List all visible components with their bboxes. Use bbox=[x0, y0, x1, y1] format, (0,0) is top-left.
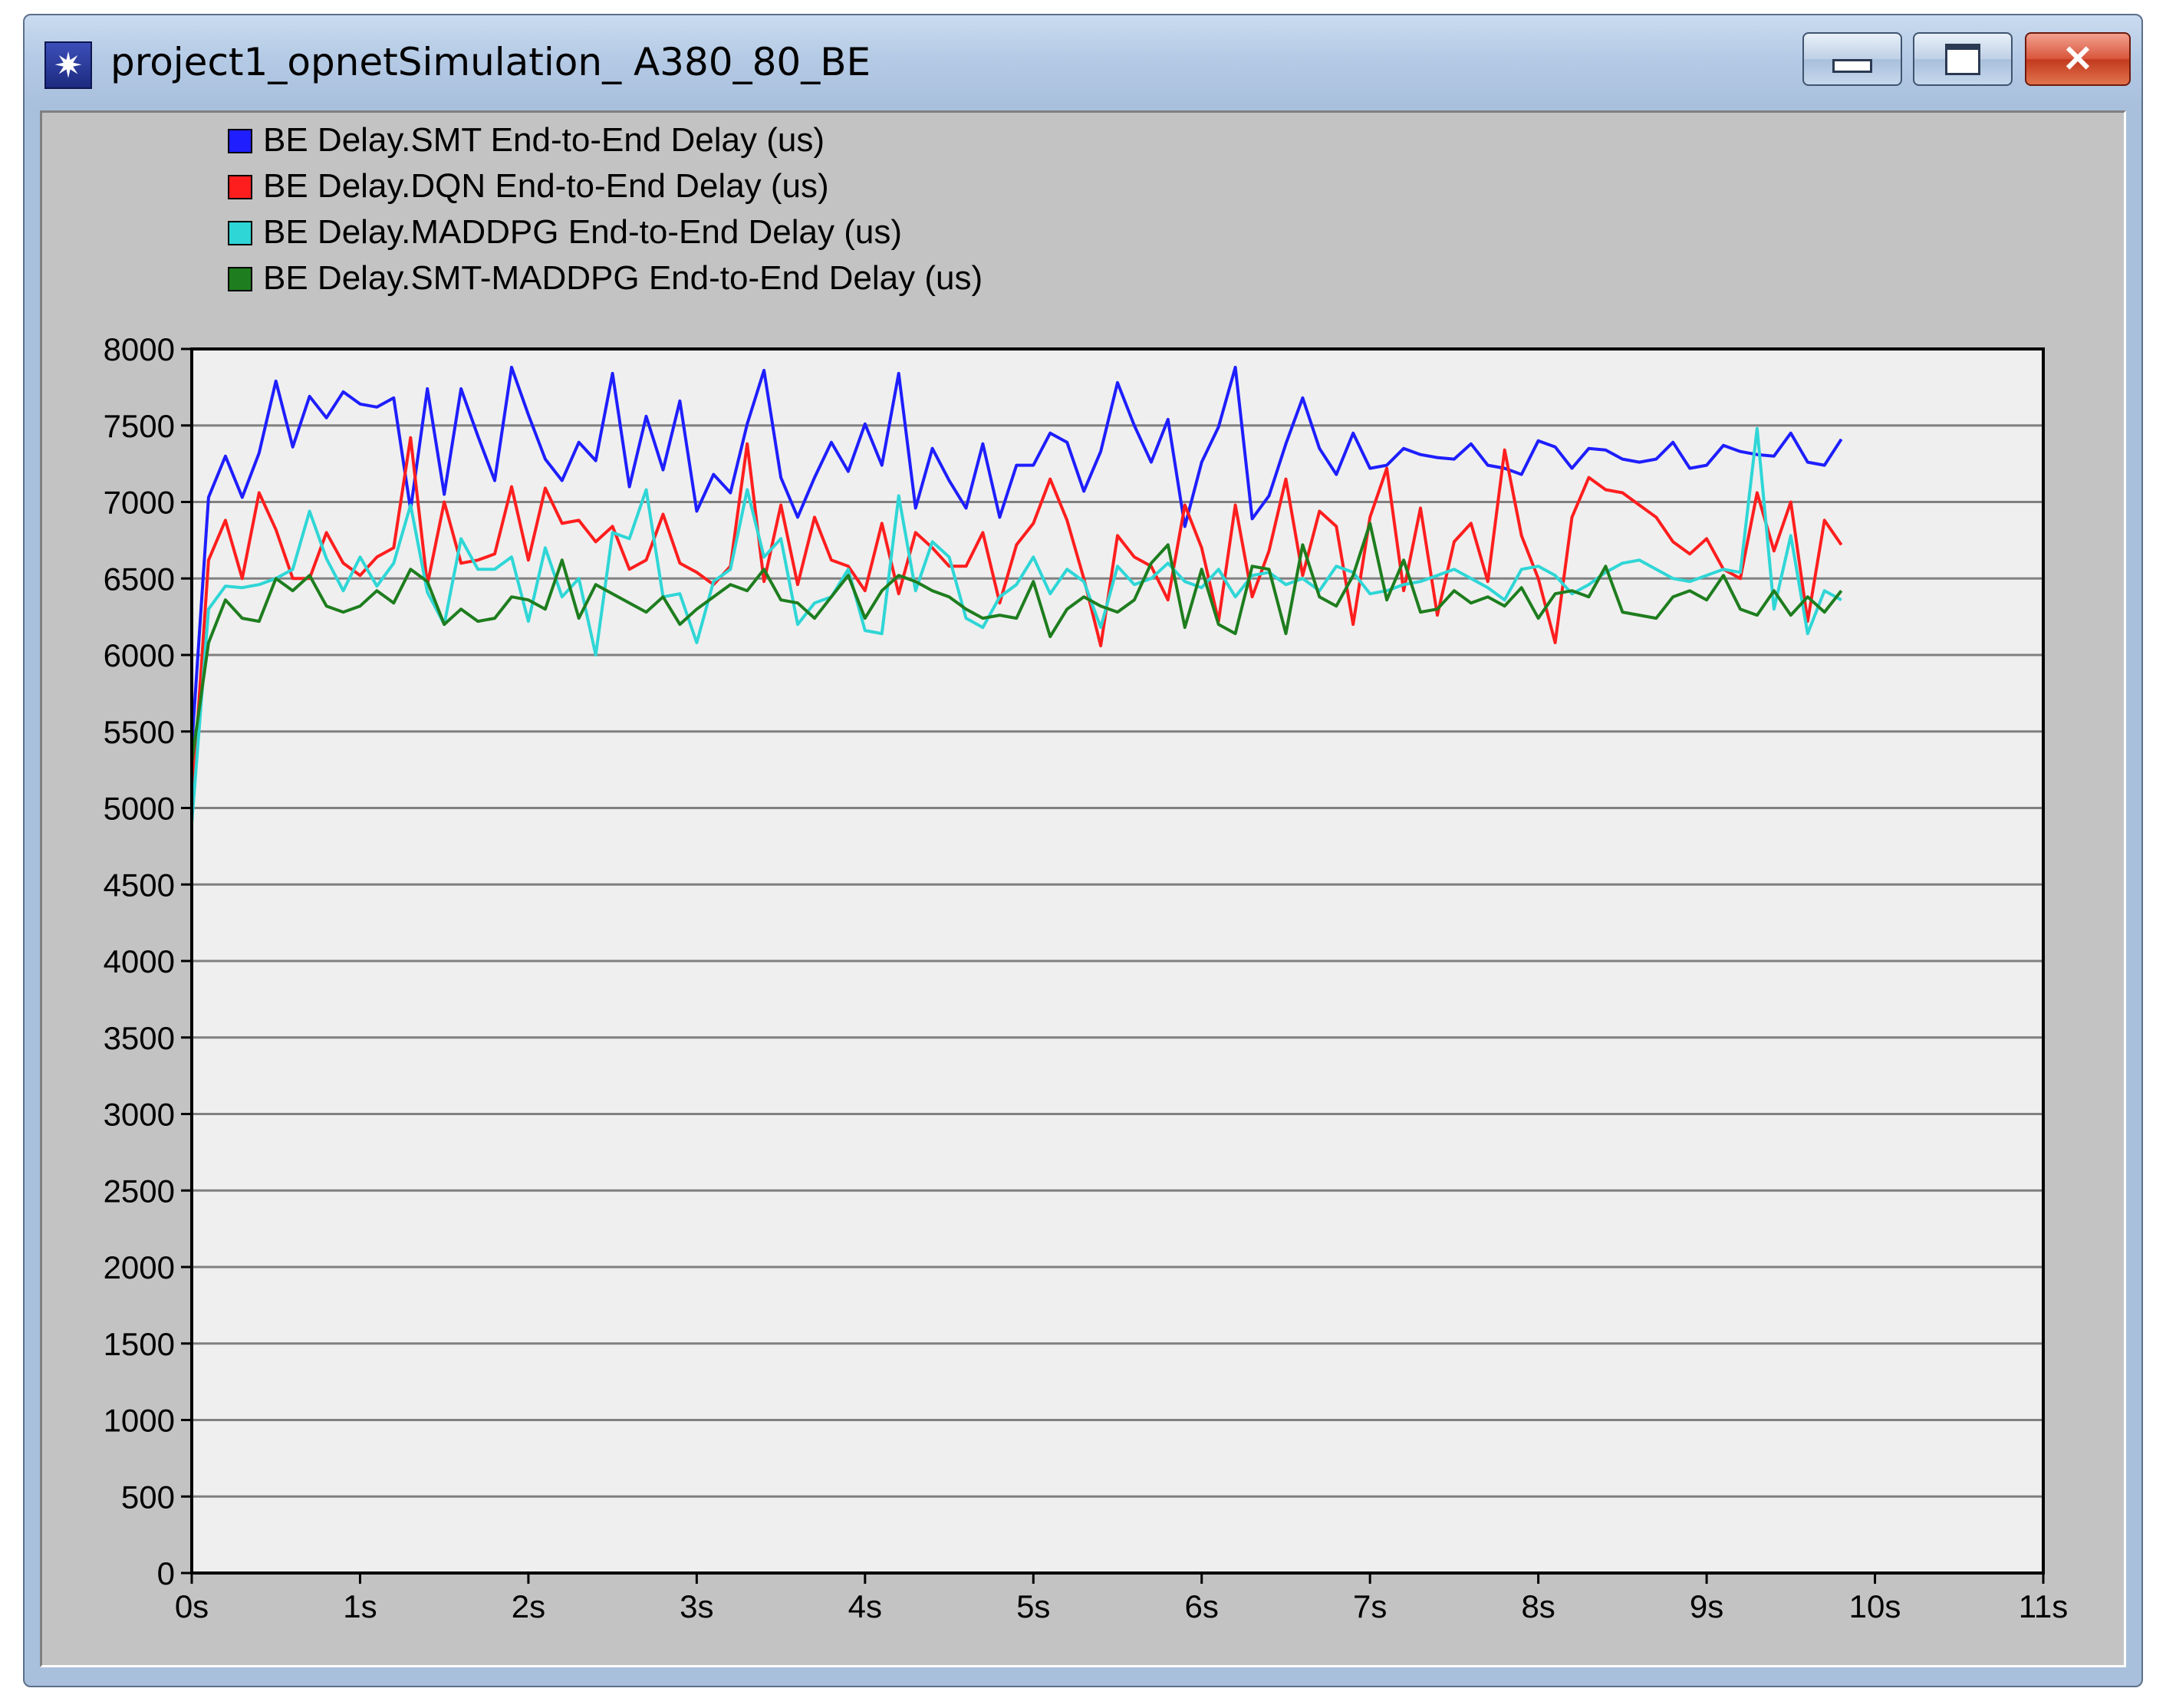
y-tick-label: 5500 bbox=[104, 714, 175, 750]
title-bar[interactable]: ✷ project1_opnetSimulation_ A380_80_BE ✕ bbox=[25, 15, 2141, 110]
close-button[interactable]: ✕ bbox=[2025, 32, 2131, 86]
restore-icon bbox=[1945, 43, 1980, 75]
y-tick-label: 6500 bbox=[104, 561, 175, 597]
y-tick-label: 0 bbox=[157, 1555, 175, 1591]
y-tick-label: 1000 bbox=[104, 1403, 175, 1439]
close-icon: ✕ bbox=[2062, 39, 2094, 80]
app-window: ✷ project1_opnetSimulation_ A380_80_BE ✕… bbox=[23, 14, 2143, 1687]
series-line bbox=[190, 436, 1843, 808]
x-tick-label: 11s bbox=[2019, 1588, 2069, 1624]
legend-swatch bbox=[228, 129, 252, 153]
legend-swatch bbox=[228, 221, 252, 245]
y-tick-label: 6000 bbox=[104, 637, 175, 673]
y-tick-label: 5000 bbox=[104, 791, 175, 827]
legend-label: BE Delay.MADDPG End-to-End Delay (us) bbox=[263, 213, 902, 251]
x-tick-label: 1s bbox=[343, 1588, 377, 1624]
legend-label: BE Delay.DQN End-to-End Delay (us) bbox=[263, 167, 829, 205]
y-axis-ticks: 0 500 1000 1500 2000 2500 3000 3500 4000 4500 5000… bbox=[104, 331, 192, 1591]
series-line bbox=[190, 522, 1843, 762]
x-tick-label: 7s bbox=[1353, 1588, 1387, 1624]
legend-swatch bbox=[228, 267, 252, 291]
x-tick-label: 5s bbox=[1016, 1588, 1050, 1624]
x-tick-label: 3s bbox=[680, 1588, 713, 1624]
legend-swatch bbox=[228, 175, 252, 199]
x-tick-label: 6s bbox=[1185, 1588, 1219, 1624]
y-tick-label: 7000 bbox=[104, 485, 175, 521]
series-line bbox=[190, 365, 1843, 747]
x-tick-label: 2s bbox=[512, 1588, 545, 1624]
y-tick-label: 8000 bbox=[104, 331, 175, 367]
y-tick-label: 2000 bbox=[104, 1249, 175, 1285]
y-tick-label: 1500 bbox=[104, 1326, 175, 1362]
gridlines bbox=[192, 424, 2043, 1498]
restore-button[interactable] bbox=[1913, 32, 2013, 86]
minimize-icon bbox=[1832, 59, 1872, 73]
chart-legend: BE Delay.SMT End-to-End Delay (us) BE Del… bbox=[228, 121, 983, 297]
minimize-button[interactable] bbox=[1802, 32, 1902, 86]
legend-label: BE Delay.SMT End-to-End Delay (us) bbox=[263, 121, 825, 159]
x-tick-label: 9s bbox=[1690, 1588, 1723, 1624]
x-axis-ticks: 0s 1s 2s 3s 4s 5s 6s 7s 8s 9s 10s 11s bbox=[175, 1573, 2068, 1624]
y-tick-label: 3000 bbox=[104, 1097, 175, 1133]
y-tick-label: 4500 bbox=[104, 867, 175, 903]
y-tick-label: 2500 bbox=[104, 1173, 175, 1209]
y-tick-label: 4000 bbox=[104, 943, 175, 979]
series-line bbox=[190, 426, 1842, 824]
x-tick-label: 8s bbox=[1521, 1588, 1555, 1624]
graph-panel: BE Delay.SMT End-to-End Delay (us) BE Del… bbox=[40, 110, 2126, 1667]
y-tick-label: 7500 bbox=[104, 408, 175, 444]
line-chart: BE Delay.SMT End-to-End Delay (us) BE Del… bbox=[104, 121, 2069, 1624]
x-tick-label: 10s bbox=[1849, 1588, 1901, 1624]
x-tick-label: 4s bbox=[848, 1588, 882, 1624]
series-lines bbox=[190, 365, 1843, 824]
y-tick-label: 500 bbox=[121, 1479, 175, 1515]
x-tick-label: 0s bbox=[175, 1588, 209, 1624]
app-icon: ✷ bbox=[44, 41, 92, 89]
y-tick-label: 3500 bbox=[104, 1020, 175, 1056]
window-title: project1_opnetSimulation_ A380_80_BE bbox=[110, 40, 871, 84]
legend-label: BE Delay.SMT-MADDPG End-to-End Delay (us… bbox=[263, 259, 983, 297]
